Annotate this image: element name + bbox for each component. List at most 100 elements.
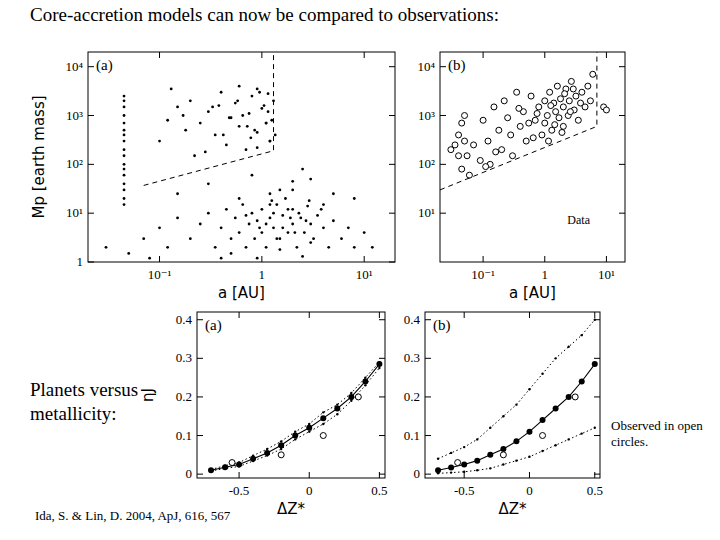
data-point bbox=[566, 98, 572, 104]
data-point bbox=[269, 192, 272, 195]
data-point bbox=[532, 117, 538, 123]
data-point bbox=[554, 444, 556, 446]
data-point bbox=[193, 154, 196, 157]
data-point bbox=[547, 89, 553, 95]
data-point bbox=[253, 129, 256, 132]
data-point bbox=[256, 131, 259, 134]
data-point bbox=[575, 117, 581, 123]
x-tick-label: 0 bbox=[526, 483, 533, 498]
x-tick-label: 1 bbox=[542, 267, 549, 282]
data-point bbox=[461, 461, 467, 467]
data-point bbox=[289, 217, 292, 220]
data-point bbox=[514, 89, 520, 95]
x-tick-label: 0 bbox=[306, 483, 313, 498]
data-point bbox=[572, 394, 578, 400]
data-point bbox=[327, 246, 330, 249]
data-area bbox=[208, 361, 382, 473]
data-point bbox=[256, 88, 259, 91]
y-tick bbox=[88, 164, 94, 165]
data-point bbox=[265, 246, 268, 249]
y-tick bbox=[88, 66, 94, 67]
data-point bbox=[199, 223, 202, 226]
data-point bbox=[590, 71, 596, 77]
data-point bbox=[594, 319, 596, 321]
y-tick bbox=[440, 115, 446, 116]
plot-frame bbox=[197, 312, 385, 478]
data-point bbox=[556, 115, 562, 121]
data-point bbox=[267, 92, 270, 95]
data-point bbox=[236, 99, 239, 102]
data-point bbox=[542, 98, 548, 104]
data-point bbox=[123, 106, 126, 109]
data-point bbox=[270, 119, 273, 122]
data-point bbox=[496, 127, 502, 133]
y-axis-label: ηJ bbox=[139, 388, 157, 402]
data-point bbox=[592, 361, 598, 367]
y-tick-label: 0.1 bbox=[404, 428, 420, 443]
y-tick bbox=[197, 474, 203, 475]
data-point bbox=[322, 423, 324, 425]
x-tick bbox=[483, 52, 484, 58]
data-point bbox=[148, 257, 151, 260]
data-point bbox=[265, 223, 268, 226]
data-point bbox=[309, 178, 312, 181]
y-tick-label: 0.1 bbox=[176, 428, 192, 443]
data-point bbox=[123, 99, 126, 102]
data-point bbox=[207, 110, 210, 113]
data-point bbox=[272, 226, 275, 229]
data-point bbox=[281, 214, 284, 217]
data-point bbox=[296, 246, 299, 249]
data-point bbox=[540, 417, 546, 423]
data-point bbox=[292, 433, 298, 439]
y-tick-label: 10⁴ bbox=[65, 59, 83, 74]
x-axis-label: a [AU] bbox=[218, 284, 265, 302]
data-point bbox=[252, 460, 254, 462]
x-tick bbox=[544, 52, 545, 58]
y-tick-label: 0 bbox=[186, 466, 193, 481]
series-line bbox=[144, 52, 274, 185]
data-point bbox=[560, 123, 566, 129]
data-point bbox=[220, 226, 223, 229]
data-point bbox=[225, 144, 228, 147]
x-tick-label: 10⁻¹ bbox=[148, 267, 172, 282]
data-point bbox=[270, 199, 273, 202]
data-point bbox=[528, 456, 530, 458]
x-tick-label: 10¹ bbox=[598, 267, 615, 282]
data-point bbox=[548, 103, 554, 109]
data-point bbox=[123, 129, 126, 132]
data-point bbox=[287, 231, 290, 234]
x-axis-label: ΔZ* bbox=[498, 500, 527, 518]
data-point bbox=[225, 208, 228, 211]
data-point bbox=[499, 147, 505, 153]
data-point bbox=[437, 458, 439, 460]
y-tick-label: 0.3 bbox=[404, 350, 420, 365]
data-point bbox=[158, 226, 161, 229]
data-point bbox=[553, 406, 559, 412]
y-tick bbox=[197, 396, 203, 397]
series-line bbox=[211, 368, 379, 471]
data-point bbox=[278, 452, 284, 458]
data-point bbox=[515, 459, 517, 461]
x-tick bbox=[309, 312, 310, 318]
y-tick bbox=[197, 358, 203, 359]
x-tick bbox=[483, 256, 484, 262]
y-tick bbox=[197, 319, 203, 320]
data-point bbox=[301, 255, 304, 258]
y-tick bbox=[440, 164, 446, 165]
data-point bbox=[256, 219, 259, 222]
data-point bbox=[456, 153, 462, 159]
data-point bbox=[170, 88, 173, 91]
y-tick bbox=[594, 474, 600, 475]
data-point bbox=[505, 115, 511, 121]
x-tick-label: -0.5 bbox=[229, 483, 250, 498]
data-point bbox=[363, 231, 366, 234]
data-point bbox=[123, 95, 126, 98]
data-point bbox=[258, 226, 261, 229]
x-tick bbox=[261, 52, 262, 58]
data-point bbox=[266, 448, 268, 450]
data-point bbox=[332, 192, 335, 195]
data-point bbox=[336, 413, 338, 415]
y-tick bbox=[88, 115, 94, 116]
data-point bbox=[245, 246, 248, 249]
y-tick-label: 10¹ bbox=[418, 205, 435, 220]
